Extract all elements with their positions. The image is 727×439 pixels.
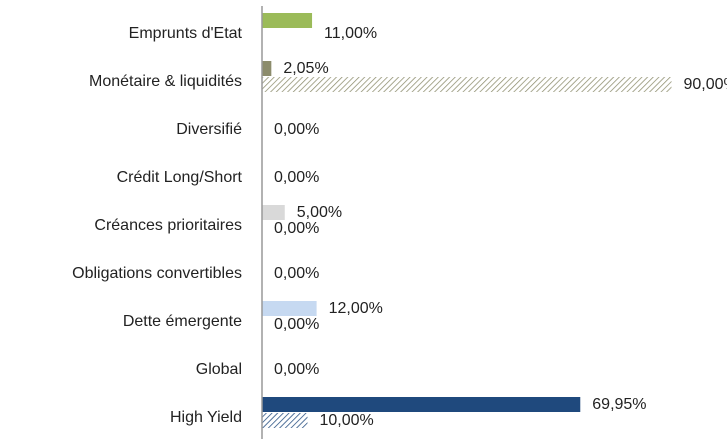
bar bbox=[262, 301, 317, 316]
bar bbox=[262, 77, 672, 92]
value-label: 5,00% bbox=[297, 204, 342, 221]
value-label: 0,00% bbox=[274, 361, 319, 378]
bar bbox=[262, 205, 285, 220]
category-label: Global bbox=[196, 361, 242, 378]
category-label: Crédit Long/Short bbox=[117, 169, 243, 186]
category-label: Obligations convertibles bbox=[72, 265, 242, 282]
category-label: Créances prioritaires bbox=[94, 217, 242, 234]
value-label: 69,95% bbox=[592, 396, 646, 413]
value-label: 12,00% bbox=[329, 300, 383, 317]
value-label: 0,00% bbox=[274, 220, 319, 237]
category-label: Dette émergente bbox=[123, 313, 242, 330]
value-label: 0,00% bbox=[274, 169, 319, 186]
bar bbox=[262, 13, 313, 28]
bar bbox=[262, 397, 581, 412]
bar bbox=[262, 413, 308, 428]
value-label: 10,00% bbox=[320, 412, 374, 429]
value-label: 0,00% bbox=[274, 316, 319, 333]
category-label: High Yield bbox=[170, 409, 242, 426]
value-label: 0,00% bbox=[274, 265, 319, 282]
value-label: 2,05% bbox=[283, 60, 328, 77]
value-label: 11,00% bbox=[324, 25, 377, 42]
value-label: 0,00% bbox=[274, 121, 319, 138]
bar bbox=[262, 61, 272, 76]
category-label: Diversifié bbox=[176, 121, 242, 138]
value-label: 90,00% bbox=[684, 76, 727, 93]
category-label: Monétaire & liquidités bbox=[89, 73, 242, 90]
category-label: Emprunts d'Etat bbox=[129, 25, 243, 42]
